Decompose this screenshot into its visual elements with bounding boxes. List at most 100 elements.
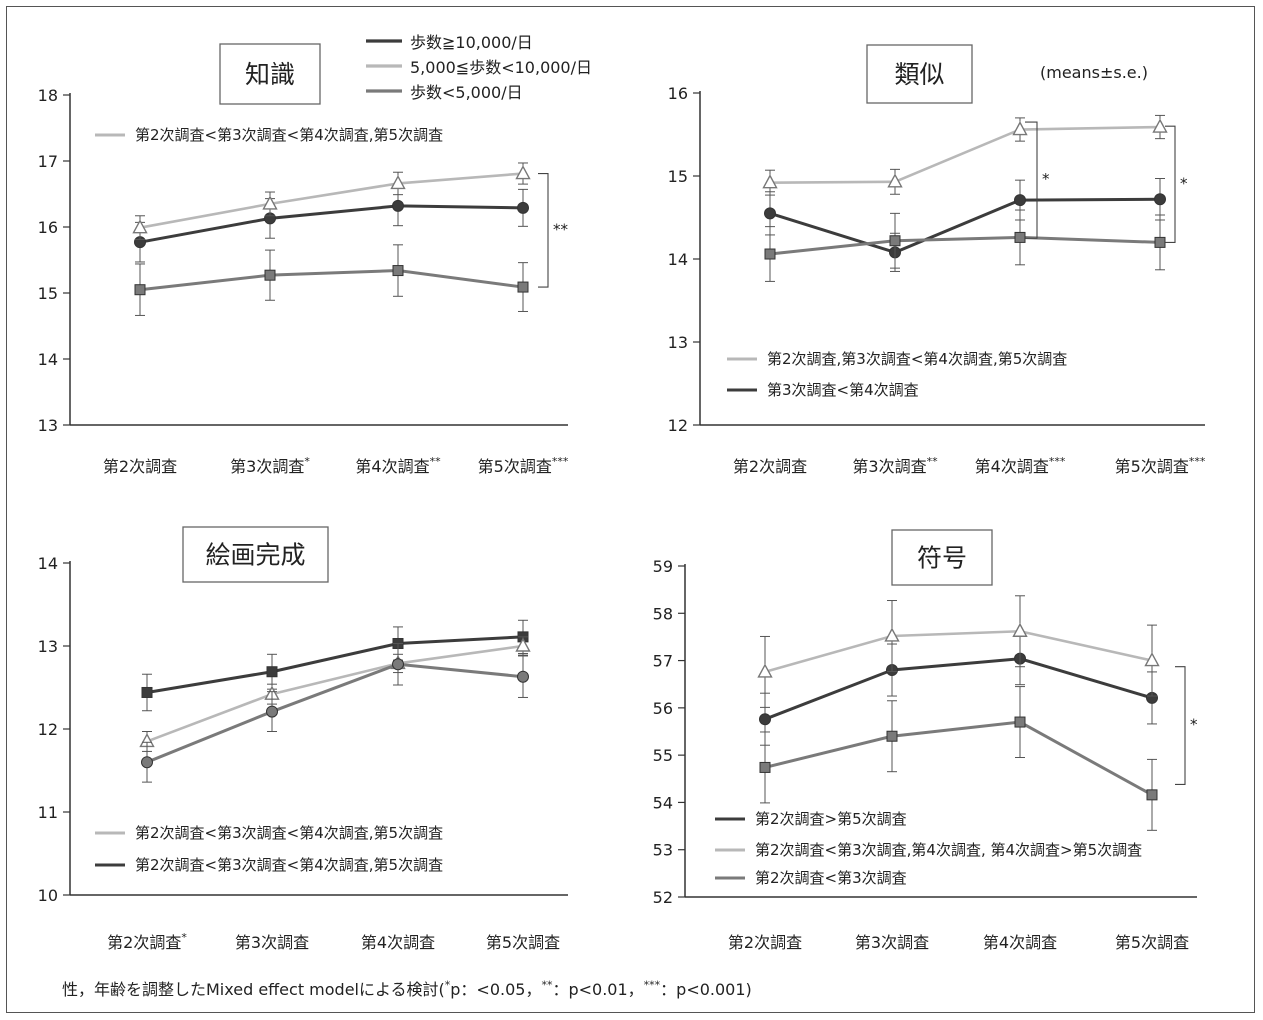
data-point bbox=[889, 235, 901, 247]
y-tick-label: 14 bbox=[38, 554, 58, 573]
footnote-text-3: ：p<0.001) bbox=[660, 980, 752, 999]
y-tick-label: 16 bbox=[668, 84, 688, 103]
y-tick-label: 55 bbox=[653, 746, 673, 765]
x-tick-label: 第3次調査* bbox=[230, 455, 310, 476]
comparison-note: 第2次調査<第3次調査<第4次調査,第5次調査 bbox=[135, 856, 443, 874]
data-point bbox=[1014, 194, 1026, 207]
data-point bbox=[390, 174, 406, 190]
series-high bbox=[764, 177, 1166, 272]
footnote-star-2: ** bbox=[541, 978, 553, 992]
series-line bbox=[146, 662, 524, 764]
data-point bbox=[266, 666, 278, 678]
y-tick-label: 17 bbox=[38, 152, 58, 171]
footnote-main: 性，年齢を調整したMixed effect modelによる検討( bbox=[62, 980, 445, 999]
data-point bbox=[764, 248, 776, 260]
series-line bbox=[139, 172, 524, 229]
data-point bbox=[1152, 118, 1168, 133]
x-tick-significance: *** bbox=[1189, 455, 1206, 468]
data-point bbox=[887, 173, 903, 188]
series-line bbox=[139, 204, 524, 244]
series-mid bbox=[132, 162, 531, 241]
comparison-note: 第2次調査<第3次調査 bbox=[755, 869, 907, 887]
footnote: 性，年齢を調整したMixed effect modelによる検討(*p：<0.0… bbox=[62, 976, 752, 1000]
y-tick-label: 59 bbox=[653, 557, 673, 576]
y-tick-label: 53 bbox=[653, 841, 673, 860]
y-tick-label: 57 bbox=[653, 652, 673, 671]
significance-label: * bbox=[1190, 716, 1198, 734]
series-line bbox=[764, 720, 1153, 797]
data-point bbox=[134, 284, 146, 296]
data-point bbox=[517, 281, 529, 293]
series-line bbox=[764, 657, 1153, 721]
data-point bbox=[762, 174, 778, 189]
y-tick-label: 13 bbox=[38, 416, 58, 435]
series-mid bbox=[757, 595, 1160, 708]
panel-title-box bbox=[182, 526, 329, 583]
x-tick-label: 第3次調査** bbox=[852, 455, 938, 476]
means-note: (means±s.e.) bbox=[1040, 63, 1148, 82]
x-tick-significance: * bbox=[181, 931, 187, 944]
data-point bbox=[266, 705, 278, 718]
y-tick-label: 12 bbox=[38, 720, 58, 739]
x-tick-label: 第4次調査 bbox=[983, 933, 1057, 952]
data-point bbox=[1144, 652, 1160, 667]
x-tick-label: 第2次調査 bbox=[103, 457, 177, 476]
data-point bbox=[1154, 193, 1166, 206]
y-tick-label: 56 bbox=[653, 699, 673, 718]
x-tick-significance: *** bbox=[552, 455, 569, 468]
x-tick-significance: *** bbox=[1049, 455, 1066, 468]
y-tick-label: 14 bbox=[668, 250, 688, 269]
series-low bbox=[141, 643, 529, 783]
bracket-line bbox=[538, 172, 549, 288]
bracket-line bbox=[1165, 125, 1176, 243]
series-line bbox=[769, 235, 1161, 256]
data-point bbox=[515, 165, 531, 180]
y-tick-label: 13 bbox=[38, 637, 58, 656]
panel-2: 12 13 14 15 16 第2次調査 第3次調査** 第4次調査*** 第5次調査*** 類似… bbox=[668, 44, 1206, 476]
bracket-line bbox=[1025, 121, 1038, 239]
x-tick-label: 第4次調査** bbox=[355, 455, 441, 476]
panel-4: 52 53 54 55 56 57 58 59 第2次調査 第3次調査 第4次調査 第5次調査 符号 * 第… bbox=[653, 529, 1198, 952]
panel-title-box bbox=[219, 43, 321, 105]
data-point bbox=[1146, 789, 1158, 801]
significance-bracket: ** bbox=[538, 172, 569, 288]
x-tick-label: 第2次調査* bbox=[107, 931, 187, 952]
data-point bbox=[392, 658, 404, 671]
series-line bbox=[146, 635, 524, 694]
data-point bbox=[764, 207, 776, 220]
data-point bbox=[886, 730, 898, 742]
data-point bbox=[517, 201, 529, 214]
series-mid bbox=[762, 114, 1168, 196]
panel-title: 符号 bbox=[917, 544, 967, 573]
x-tick-label: 第5次調査*** bbox=[478, 455, 569, 476]
significance-label: * bbox=[1180, 174, 1188, 192]
x-tick-label: 第5次調査 bbox=[1115, 933, 1189, 952]
x-tick-significance: ** bbox=[927, 455, 939, 468]
panel-title: 知識 bbox=[245, 60, 295, 89]
legend-label: 歩数≧10,000/日 bbox=[410, 33, 533, 52]
comparison-note: 第2次調査<第3次調査<第4次調査,第5次調査 bbox=[135, 126, 443, 144]
panel-3: 10 11 12 13 14 第2次調査* 第3次調査 第4次調査 第5次調査 絵画完成第2次調査… bbox=[38, 526, 568, 952]
series-low bbox=[759, 686, 1158, 831]
data-point bbox=[1014, 231, 1026, 243]
data-point bbox=[132, 219, 148, 234]
data-point bbox=[262, 195, 278, 210]
legend-label: 歩数<5,000/日 bbox=[410, 83, 523, 102]
x-tick-label: 第4次調査 bbox=[361, 933, 435, 952]
y-tick-label: 16 bbox=[38, 218, 58, 237]
significance-label: * bbox=[1042, 170, 1050, 188]
x-tick-label: 第2次調査 bbox=[733, 457, 807, 476]
data-point bbox=[1012, 121, 1028, 136]
y-tick-label: 58 bbox=[653, 604, 673, 623]
x-tick-label: 第4次調査*** bbox=[975, 455, 1066, 476]
comparison-note: 第2次調査,第3次調査<第4次調査,第5次調査 bbox=[767, 350, 1067, 368]
panel-title: 絵画完成 bbox=[205, 541, 305, 570]
y-tick-label: 54 bbox=[653, 793, 673, 812]
data-point bbox=[392, 199, 404, 212]
data-point bbox=[759, 713, 771, 726]
series-high bbox=[141, 619, 529, 712]
comparison-note: 第2次調査<第3次調査<第4次調査,第5次調査 bbox=[135, 824, 443, 842]
x-tick-label: 第2次調査 bbox=[728, 933, 802, 952]
data-point bbox=[1014, 716, 1026, 728]
